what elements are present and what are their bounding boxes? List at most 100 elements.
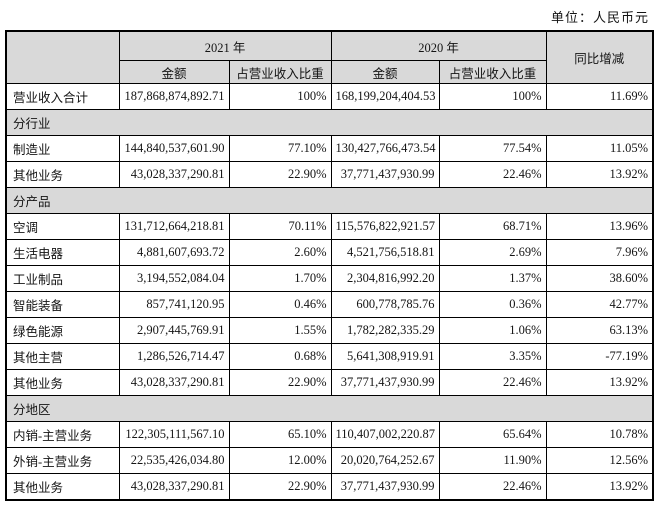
proportion-2021: 22.90% bbox=[228, 369, 332, 396]
yoy-change: 11.69% bbox=[545, 83, 654, 110]
table-body: 营业收入合计 187,868,874,892.71 100% 168,199,204,… bbox=[5, 83, 654, 501]
proportion-2020: 77.54% bbox=[438, 135, 547, 162]
proportion-2020: 11.90% bbox=[438, 447, 547, 474]
proportion-2021: 100% bbox=[228, 83, 332, 110]
proportion-2021: 12.00% bbox=[228, 447, 332, 474]
yoy-change: 42.77% bbox=[545, 291, 654, 318]
amount-2021: 1,286,526,714.47 bbox=[118, 343, 230, 370]
amount-2021: 131,712,664,218.81 bbox=[118, 213, 230, 240]
yoy-change: 12.56% bbox=[545, 447, 654, 474]
amount-2020: 2,304,816,992.20 bbox=[330, 265, 440, 292]
corner-empty-cell bbox=[5, 30, 120, 84]
row-label: 其他业务 bbox=[5, 369, 120, 396]
table-row: 外销-主营业务 22,535,426,034.80 12.00% 20,020,764… bbox=[5, 447, 654, 474]
amount-2021: 43,028,337,290.81 bbox=[118, 161, 230, 188]
amount-2021: 22,535,426,034.80 bbox=[118, 447, 230, 474]
row-label: 智能装备 bbox=[5, 291, 120, 318]
proportion-2020: 22.46% bbox=[438, 161, 547, 188]
row-label: 绿色能源 bbox=[5, 317, 120, 344]
header-2020: 2020 年 bbox=[330, 30, 547, 61]
proportion-2021: 0.68% bbox=[228, 343, 332, 370]
yoy-change: 10.78% bbox=[545, 421, 654, 448]
amount-2021: 187,868,874,892.71 bbox=[118, 83, 230, 110]
row-label: 制造业 bbox=[5, 135, 120, 162]
header-yoy: 同比增减 bbox=[545, 30, 654, 84]
table-row: 生活电器 4,881,607,693.72 2.60% 4,521,756,518.8… bbox=[5, 239, 654, 266]
proportion-2020: 22.46% bbox=[438, 473, 547, 501]
section-label: 分行业 bbox=[5, 109, 654, 136]
amount-2021: 4,881,607,693.72 bbox=[118, 239, 230, 266]
yoy-change: 38.60% bbox=[545, 265, 654, 292]
table-row: 绿色能源 2,907,445,769.91 1.55% 1,782,282,335.2… bbox=[5, 317, 654, 344]
table-row: 内销-主营业务 122,305,111,567.10 65.10% 110,407,0… bbox=[5, 421, 654, 448]
section-row: 分行业 bbox=[5, 109, 654, 136]
yoy-change: 7.96% bbox=[545, 239, 654, 266]
proportion-2021: 1.70% bbox=[228, 265, 332, 292]
header-proportion-2021: 占营业收入比重 bbox=[228, 60, 332, 84]
header-amount-2020: 金额 bbox=[330, 60, 440, 84]
amount-2020: 4,521,756,518.81 bbox=[330, 239, 440, 266]
proportion-2020: 68.71% bbox=[438, 213, 547, 240]
table-row: 其他主营 1,286,526,714.47 0.68% 5,641,308,919.9… bbox=[5, 343, 654, 370]
amount-2020: 115,576,822,921.57 bbox=[330, 213, 440, 240]
yoy-change: 13.96% bbox=[545, 213, 654, 240]
proportion-2020: 1.37% bbox=[438, 265, 547, 292]
amount-2020: 130,427,766,473.54 bbox=[330, 135, 440, 162]
header-amount-2021: 金额 bbox=[118, 60, 230, 84]
yoy-change: 13.92% bbox=[545, 473, 654, 501]
table-row: 其他业务 43,028,337,290.81 22.90% 37,771,437,93… bbox=[5, 161, 654, 188]
table-row: 空调 131,712,664,218.81 70.11% 115,576,822,92… bbox=[5, 213, 654, 240]
proportion-2021: 22.90% bbox=[228, 473, 332, 501]
row-label: 其他业务 bbox=[5, 161, 120, 188]
amount-2020: 5,641,308,919.91 bbox=[330, 343, 440, 370]
proportion-2021: 65.10% bbox=[228, 421, 332, 448]
row-label: 营业收入合计 bbox=[5, 83, 120, 110]
proportion-2021: 77.10% bbox=[228, 135, 332, 162]
proportion-2020: 0.36% bbox=[438, 291, 547, 318]
amount-2020: 37,771,437,930.99 bbox=[330, 473, 440, 501]
table-row: 其他业务 43,028,337,290.81 22.90% 37,771,437,93… bbox=[5, 473, 654, 501]
amount-2020: 168,199,204,404.53 bbox=[330, 83, 440, 110]
row-label: 其他业务 bbox=[5, 473, 120, 501]
proportion-2021: 2.60% bbox=[228, 239, 332, 266]
row-label: 内销-主营业务 bbox=[5, 421, 120, 448]
section-label: 分产品 bbox=[5, 187, 654, 214]
table-header: 2021 年 2020 年 同比增减 金额 占营业收入比重 金额 占营业收入比重 bbox=[5, 30, 654, 84]
yoy-change: 63.13% bbox=[545, 317, 654, 344]
amount-2020: 37,771,437,930.99 bbox=[330, 369, 440, 396]
row-label: 外销-主营业务 bbox=[5, 447, 120, 474]
amount-2020: 110,407,002,220.87 bbox=[330, 421, 440, 448]
amount-2021: 3,194,552,084.04 bbox=[118, 265, 230, 292]
amount-2020: 37,771,437,930.99 bbox=[330, 161, 440, 188]
row-label: 其他主营 bbox=[5, 343, 120, 370]
yoy-change: -77.19% bbox=[545, 343, 654, 370]
proportion-2021: 1.55% bbox=[228, 317, 332, 344]
proportion-2020: 22.46% bbox=[438, 369, 547, 396]
header-year-row: 2021 年 2020 年 同比增减 bbox=[5, 30, 654, 84]
amount-2021: 2,907,445,769.91 bbox=[118, 317, 230, 344]
revenue-breakdown-table: 2021 年 2020 年 同比增减 金额 占营业收入比重 金额 占营业收入比重… bbox=[5, 30, 655, 501]
amount-2021: 144,840,537,601.90 bbox=[118, 135, 230, 162]
yoy-change: 11.05% bbox=[545, 135, 654, 162]
row-label: 工业制品 bbox=[5, 265, 120, 292]
header-2021: 2021 年 bbox=[118, 30, 332, 61]
section-label: 分地区 bbox=[5, 395, 654, 422]
proportion-2020: 1.06% bbox=[438, 317, 547, 344]
row-label: 空调 bbox=[5, 213, 120, 240]
proportion-2021: 22.90% bbox=[228, 161, 332, 188]
amount-2020: 1,782,282,335.29 bbox=[330, 317, 440, 344]
proportion-2020: 100% bbox=[438, 83, 547, 110]
unit-label: 单位：人民币元 bbox=[550, 10, 649, 25]
table-row: 其他业务 43,028,337,290.81 22.90% 37,771,437,93… bbox=[5, 369, 654, 396]
amount-2020: 600,778,785.76 bbox=[330, 291, 440, 318]
proportion-2020: 65.64% bbox=[438, 421, 547, 448]
proportion-2021: 0.46% bbox=[228, 291, 332, 318]
proportion-2020: 3.35% bbox=[438, 343, 547, 370]
proportion-2021: 70.11% bbox=[228, 213, 332, 240]
table-row: 营业收入合计 187,868,874,892.71 100% 168,199,204,… bbox=[5, 83, 654, 110]
table-row: 智能装备 857,741,120.95 0.46% 600,778,785.76 0.3… bbox=[5, 291, 654, 318]
table-row: 工业制品 3,194,552,084.04 1.70% 2,304,816,992.2… bbox=[5, 265, 654, 292]
header-proportion-2020: 占营业收入比重 bbox=[438, 60, 547, 84]
section-row: 分产品 bbox=[5, 187, 654, 214]
